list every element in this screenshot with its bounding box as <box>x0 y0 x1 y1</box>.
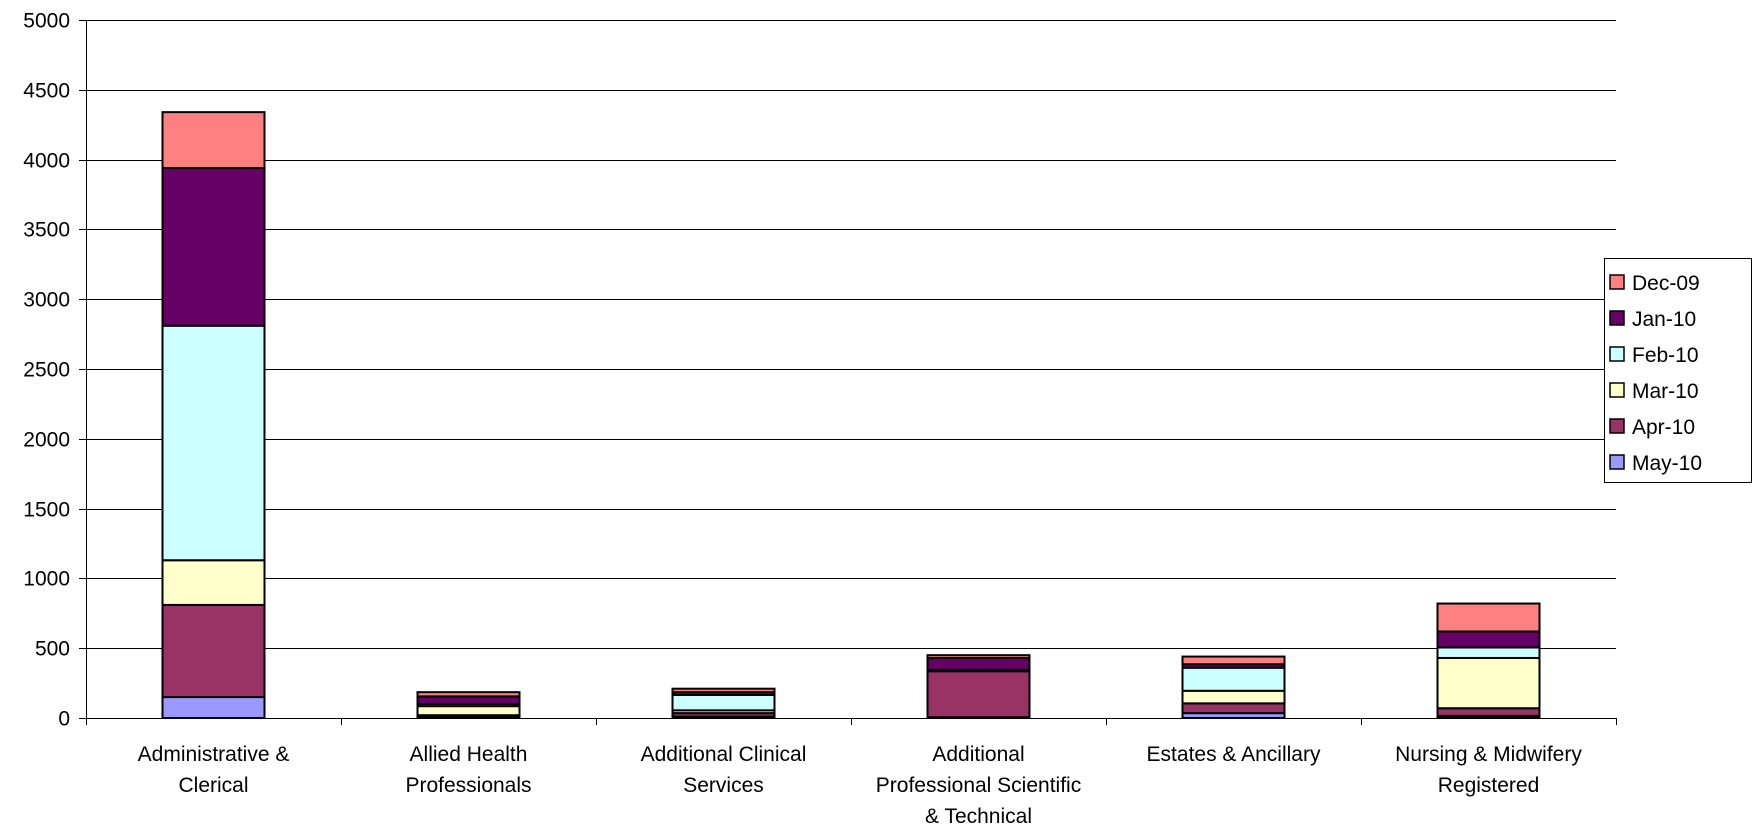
x-tick-label: Estates & Ancillary <box>1147 743 1321 766</box>
bar-segment-jan-10 <box>1436 630 1541 649</box>
y-tick-label: 4000 <box>23 150 70 173</box>
x-tick-label: Additional <box>932 743 1024 766</box>
y-tick-label: 2000 <box>23 429 70 452</box>
x-tick-label: Registered <box>1438 774 1540 797</box>
bar-segment-jan-10 <box>161 166 266 327</box>
y-tick-label: 3500 <box>23 219 70 242</box>
y-tick-label: 1000 <box>23 568 70 591</box>
x-tick-label: Services <box>683 774 764 797</box>
bars <box>161 111 1541 720</box>
x-tick-label: Allied Health <box>410 743 528 766</box>
bar-segment-mar-10 <box>1181 689 1286 705</box>
legend-box <box>1604 258 1752 483</box>
legend: Dec-09 Jan-10 Feb-10 Mar-10 Apr-10 May-10 <box>1604 258 1752 483</box>
bar-segment-dec-09 <box>671 687 776 694</box>
y-tick-label: 1500 <box>23 499 70 522</box>
bar-segment-apr-10 <box>926 670 1031 719</box>
x-tick-label: Administrative & <box>138 743 290 766</box>
x-tick-label: Clerical <box>178 774 248 797</box>
y-tick-label: 500 <box>35 638 70 661</box>
legend-label: May-10 <box>1632 452 1702 475</box>
bar-segment-may-10 <box>161 696 266 719</box>
y-tick-label: 3000 <box>23 289 70 312</box>
x-tick-label: & Technical <box>925 805 1032 828</box>
bar-segment-feb-10 <box>1436 646 1541 659</box>
bar-segment-dec-09 <box>926 654 1031 659</box>
legend-swatch-mar-10 <box>1609 382 1625 398</box>
x-tick-label: Additional Clinical <box>641 743 807 766</box>
x-tick-label: Professionals <box>405 774 531 797</box>
bar-segment-feb-10 <box>671 693 776 712</box>
bar-segment-feb-10 <box>161 324 266 562</box>
bar-segment-apr-10 <box>1436 707 1541 717</box>
y-tick-label: 0 <box>58 708 70 731</box>
legend-swatch-jan-10 <box>1609 310 1625 326</box>
bar-segment-feb-10 <box>1181 666 1286 692</box>
bar-segment-apr-10 <box>161 603 266 699</box>
legend-swatch-dec-09 <box>1609 274 1625 290</box>
y-tick-labels: 0 500 1000 1500 2000 2500 3000 3500 4000 4500 5000 <box>23 10 70 731</box>
gridlines <box>86 20 1616 649</box>
x-tick-label: Professional Scientific <box>876 774 1081 797</box>
x-tick-labels: Administrative & Clerical Allied Health Pro… <box>138 743 1583 828</box>
legend-label: Feb-10 <box>1632 344 1699 367</box>
legend-swatch-apr-10 <box>1609 418 1625 434</box>
axes <box>79 20 1617 725</box>
y-tick-label: 5000 <box>23 10 70 33</box>
legend-label: Mar-10 <box>1632 380 1699 403</box>
bar-segment-dec-09 <box>416 691 521 698</box>
bar-segment-jan-10 <box>416 695 521 706</box>
bar-segment-mar-10 <box>161 559 266 606</box>
legend-label: Apr-10 <box>1632 416 1695 439</box>
bar-segment-dec-09 <box>161 111 266 169</box>
legend-label: Jan-10 <box>1632 308 1696 331</box>
legend-label: Dec-09 <box>1632 272 1700 295</box>
bar-segment-dec-09 <box>1181 655 1286 666</box>
y-tick-label: 4500 <box>23 80 70 103</box>
bar-segment-mar-10 <box>1436 656 1541 710</box>
legend-swatch-may-10 <box>1609 454 1625 470</box>
y-tick-label: 2500 <box>23 359 70 382</box>
bar-segment-dec-09 <box>1436 602 1541 633</box>
legend-swatch-feb-10 <box>1609 346 1625 362</box>
bar-segment-jan-10 <box>926 656 1031 671</box>
x-tick-label: Nursing & Midwifery <box>1395 743 1582 766</box>
bar-segment-apr-10 <box>1181 702 1286 715</box>
bar-segment-mar-10 <box>416 705 521 717</box>
